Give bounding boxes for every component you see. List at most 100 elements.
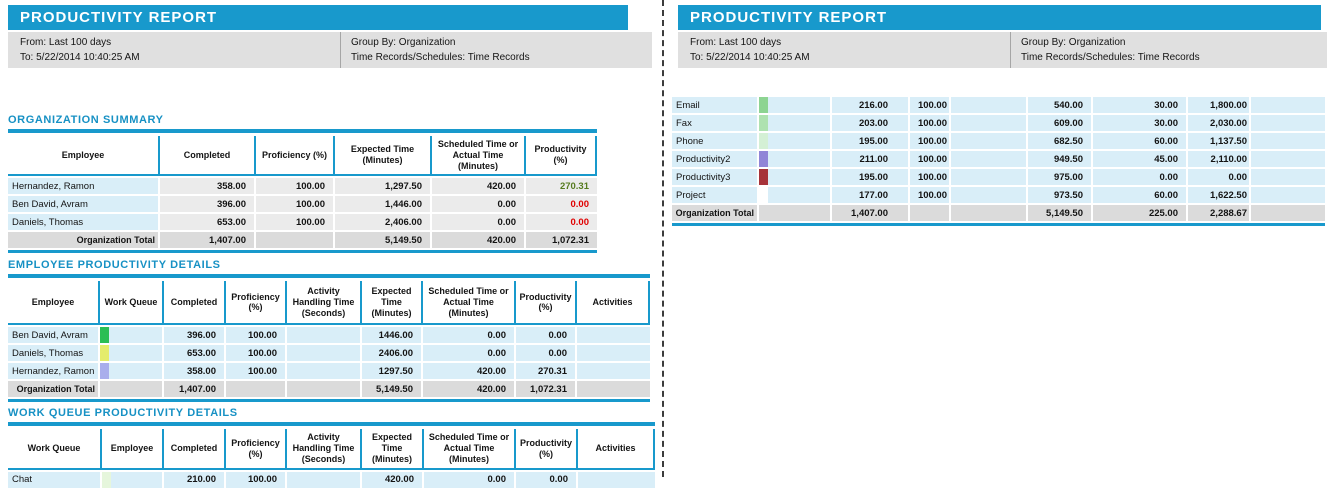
scheduled-actual-time-cell: 0.00 (421, 327, 514, 344)
proficiency-cell: 100.00 (224, 471, 285, 488)
activity-handling-time-cell (949, 133, 1026, 149)
productivity-cell: 0.00 (1186, 169, 1249, 185)
report-page-2: PRODUCTIVITY REPORT From: Last 100 days … (672, 0, 1327, 477)
activities-cell (575, 327, 650, 344)
total-work-queue-cell (98, 381, 162, 398)
productivity-cell: 0.00 (524, 196, 597, 213)
work-queue-cell (98, 345, 162, 362)
activity-handling-time-cell (949, 169, 1026, 185)
productivity-cell: 1,137.50 (1186, 133, 1249, 149)
activities-cell (576, 471, 655, 488)
section-title-employee-productivity-details: EMPLOYEE PRODUCTIVITY DETAILS (8, 259, 221, 272)
completed-cell: 203.00 (830, 115, 908, 131)
report-info-bar: From: Last 100 days To: 5/22/2014 10:40:… (678, 32, 1327, 68)
total-activities-cell (575, 381, 650, 398)
column-header-completed: Completed (158, 136, 254, 175)
column-header-completed: Completed (162, 429, 224, 468)
work-queue-color-bar (759, 133, 768, 149)
expected-time-cell: 2406.00 (360, 345, 421, 362)
scheduled-actual-time-cell: 0.00 (421, 345, 514, 362)
work-queue-name-cell: Productivity2 (672, 151, 757, 167)
productivity-cell: 0.00 (524, 214, 597, 231)
total-scheduled-actual-time-cell: 420.00 (430, 232, 524, 249)
column-header-employee: Employee (61, 149, 105, 160)
employee-cell (757, 151, 830, 167)
info-time-records: Time Records/Schedules: Time Records (351, 52, 530, 63)
scheduled-actual-time-cell: 30.00 (1091, 115, 1186, 131)
activity-handling-time-cell (949, 115, 1026, 131)
report-page-1: PRODUCTIVITY REPORT From: Last 100 days … (0, 0, 661, 488)
info-from: From: Last 100 days (20, 37, 112, 48)
work-queue-name-cell: Productivity3 (672, 169, 757, 185)
completed-cell: 210.00 (162, 471, 224, 488)
work-queue-details-table-body: Chat 210.00 100.00 420.00 0.00 0.00 (8, 471, 655, 488)
info-time-records: Time Records/Schedules: Time Records (1021, 52, 1200, 63)
completed-cell: 653.00 (162, 345, 224, 362)
column-header-activity-handling-time: Activity Handling Time (Seconds) (285, 281, 360, 324)
section-rule (8, 422, 655, 427)
column-header-scheduled-actual-time: Scheduled Time or Actual Time (Minutes) (430, 136, 524, 175)
total-label: Organization Total (672, 205, 757, 221)
total-completed-cell: 1,407.00 (162, 381, 224, 398)
proficiency-cell: 100.00 (908, 187, 949, 203)
activity-handling-time-cell (949, 97, 1026, 113)
work-queue-details-total-row: Organization Total 1,407.00 5,149.50 225… (672, 205, 1325, 221)
work-queue-color-bar (102, 471, 111, 488)
column-header-expected-time: Expected Time (Minutes) (333, 136, 430, 175)
expected-time-cell: 949.50 (1026, 151, 1091, 167)
activity-handling-time-cell (949, 187, 1026, 203)
work-queue-details-table-body-continued: Email 216.00 100.00 540.00 30.00 1,800.0… (672, 97, 1325, 203)
report-title-bar: PRODUCTIVITY REPORT (8, 5, 628, 30)
column-header-proficiency: Proficiency (%) (224, 429, 285, 468)
total-productivity-cell: 1,072.31 (524, 232, 597, 249)
completed-cell: 396.00 (158, 196, 254, 213)
column-header-productivity: Productivity (%) (524, 136, 597, 175)
report-info-bar: From: Last 100 days To: 5/22/2014 10:40:… (8, 32, 652, 68)
employee-name-cell: Ben David, Avram (8, 327, 98, 344)
total-productivity-cell: 1,072.31 (514, 381, 575, 398)
report-title-bar: PRODUCTIVITY REPORT (678, 5, 1321, 30)
employee-name-cell: Ben David, Avram (8, 196, 158, 213)
scheduled-actual-time-cell: 0.00 (1091, 169, 1186, 185)
column-header-proficiency: Proficiency (%) (254, 136, 333, 175)
employee-details-header-row: Employee Work Queue Completed Proficienc… (8, 281, 650, 326)
table-bottom-border (8, 399, 650, 403)
work-queue-color-bar (100, 327, 109, 344)
activities-cell (1249, 133, 1325, 149)
employee-cell (757, 169, 830, 185)
productivity-cell: 0.00 (514, 345, 575, 362)
activity-handling-time-cell (285, 363, 360, 380)
expected-time-cell: 975.00 (1026, 169, 1091, 185)
activities-cell (575, 345, 650, 362)
scheduled-actual-time-cell: 420.00 (430, 178, 524, 195)
expected-time-cell: 1297.50 (360, 363, 421, 380)
activities-cell (1249, 187, 1325, 203)
section-rule (8, 274, 650, 279)
report-title: PRODUCTIVITY REPORT (690, 9, 888, 26)
completed-cell: 195.00 (830, 133, 908, 149)
work-queue-color-bar (100, 345, 109, 362)
page-break-divider (662, 0, 664, 477)
info-to: To: 5/22/2014 10:40:25 AM (690, 52, 810, 63)
productivity-cell: 270.31 (514, 363, 575, 380)
total-employee-cell (757, 205, 830, 221)
proficiency-cell: 100.00 (224, 345, 285, 362)
activity-handling-time-cell (285, 327, 360, 344)
work-queue-name-cell: Project (672, 187, 757, 203)
completed-cell: 358.00 (158, 178, 254, 195)
employee-cell (100, 471, 162, 488)
work-queue-color-bar (759, 97, 768, 113)
productivity-cell: 1,800.00 (1186, 97, 1249, 113)
total-expected-time-cell: 5,149.50 (360, 381, 421, 398)
expected-time-cell: 609.00 (1026, 115, 1091, 131)
section-title-work-queue-productivity-details: WORK QUEUE PRODUCTIVITY DETAILS (8, 407, 238, 420)
expected-time-cell: 1,297.50 (333, 178, 430, 195)
employee-details-table-body: Ben David, Avram 396.00 100.00 1446.00 0… (8, 327, 650, 380)
expected-time-cell: 1,446.00 (333, 196, 430, 213)
work-queue-color-bar (759, 151, 768, 167)
proficiency-cell: 100.00 (254, 214, 333, 231)
total-activities-cell (1249, 205, 1325, 221)
completed-cell: 195.00 (830, 169, 908, 185)
activity-handling-time-cell (949, 151, 1026, 167)
productivity-cell: 2,110.00 (1186, 151, 1249, 167)
